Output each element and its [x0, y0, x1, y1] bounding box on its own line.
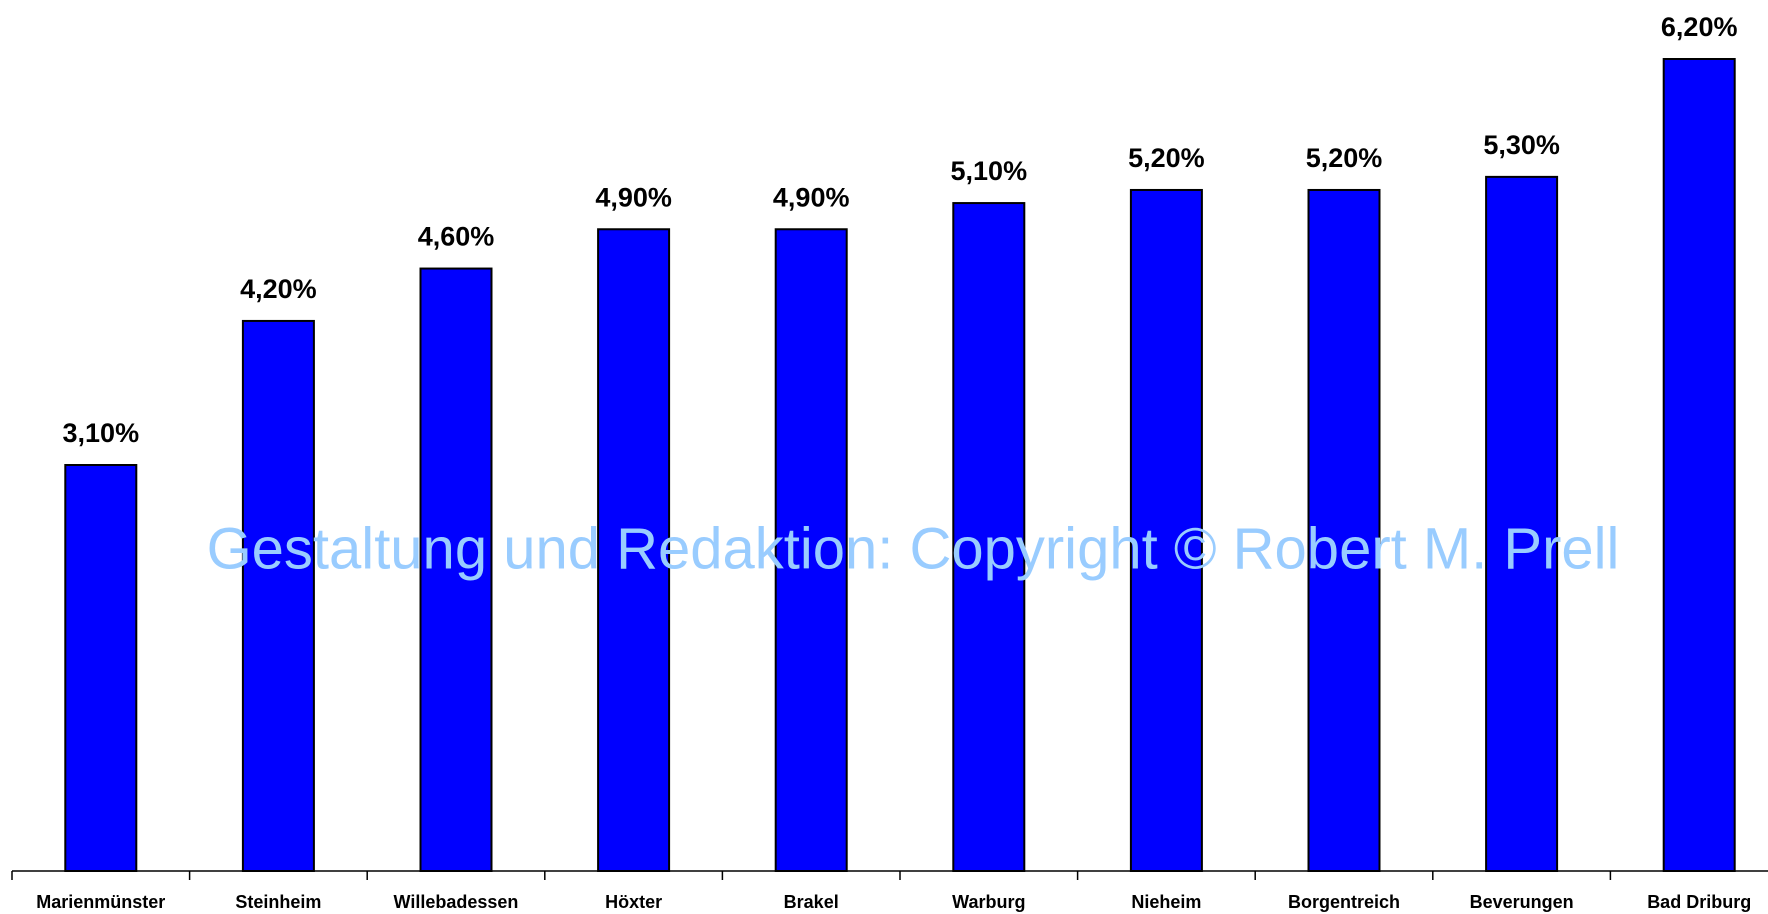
value-label: 3,10% [63, 418, 140, 448]
x-tick-label: Beverungen [1470, 892, 1574, 912]
bar [1307, 188, 1381, 873]
value-label: 4,60% [418, 222, 495, 252]
bar [952, 202, 1026, 872]
value-label: 4,90% [773, 182, 850, 212]
bar [1662, 58, 1736, 872]
bar [597, 228, 671, 873]
bar [241, 319, 315, 872]
value-label: 5,20% [1128, 143, 1205, 173]
value-label: 6,20% [1661, 12, 1738, 42]
watermark: Gestaltung und Redaktion: Copyright © Ro… [207, 516, 1620, 581]
value-label: 5,10% [951, 156, 1028, 186]
bar [419, 267, 493, 872]
x-tick-label: Bad Driburg [1647, 892, 1751, 912]
x-tick-label: Borgentreich [1288, 892, 1400, 912]
bar [64, 464, 138, 872]
value-label: 5,20% [1306, 143, 1383, 173]
x-tick-label: Willebadessen [394, 892, 519, 912]
x-tick-label: Höxter [605, 892, 662, 912]
x-tick-label: Nieheim [1131, 892, 1201, 912]
value-label: 5,30% [1483, 130, 1560, 160]
bar [774, 228, 848, 873]
value-label: 4,90% [595, 182, 672, 212]
value-label: 4,20% [240, 274, 317, 304]
x-tick-label: Warburg [952, 892, 1025, 912]
x-tick-label: Brakel [784, 892, 839, 912]
x-tick-label: Marienmünster [36, 892, 165, 912]
x-tick-label: Steinheim [235, 892, 321, 912]
